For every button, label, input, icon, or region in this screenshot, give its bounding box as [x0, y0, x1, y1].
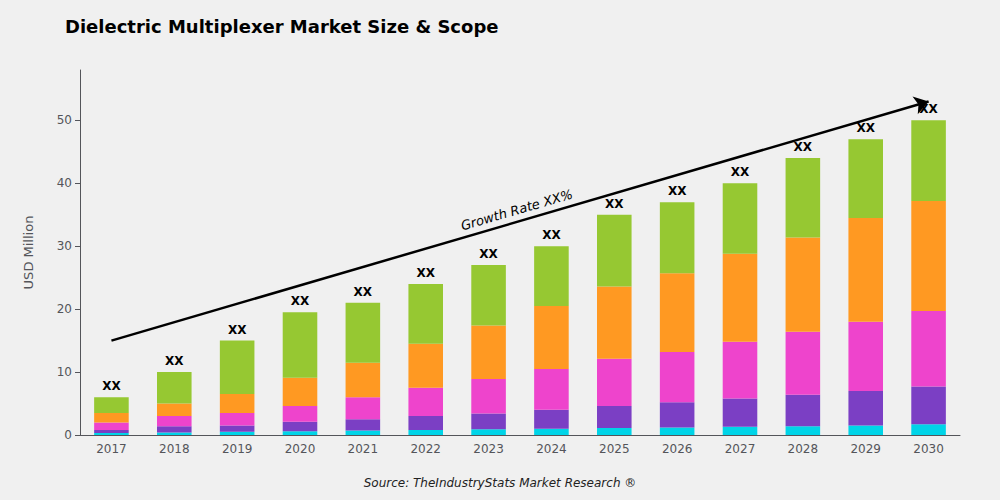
svg-text:XX: XX: [542, 228, 561, 242]
svg-text:0: 0: [64, 428, 72, 442]
svg-text:20: 20: [57, 302, 72, 316]
svg-text:XX: XX: [291, 294, 310, 308]
svg-text:2028: 2028: [788, 442, 819, 456]
svg-text:Dielectric Multiplexer Market: Dielectric Multiplexer Market Size & Sco…: [65, 16, 499, 37]
svg-text:2019: 2019: [222, 442, 253, 456]
svg-text:Source: TheIndustryStats Marke: Source: TheIndustryStats Market Research…: [364, 476, 637, 490]
svg-text:XX: XX: [731, 165, 750, 179]
svg-text:2024: 2024: [536, 442, 567, 456]
svg-text:XX: XX: [354, 285, 373, 299]
svg-text:50: 50: [57, 113, 72, 127]
svg-text:XX: XX: [228, 323, 247, 337]
svg-text:2029: 2029: [850, 442, 881, 456]
svg-text:30: 30: [57, 239, 72, 253]
svg-text:XX: XX: [102, 379, 121, 393]
svg-text:XX: XX: [479, 247, 498, 261]
svg-text:XX: XX: [416, 266, 435, 280]
svg-text:XX: XX: [668, 184, 687, 198]
svg-text:2023: 2023: [473, 442, 504, 456]
svg-text:10: 10: [57, 365, 72, 379]
svg-text:40: 40: [57, 176, 72, 190]
svg-text:Growth Rate XX%: Growth Rate XX%: [459, 187, 574, 234]
svg-text:2025: 2025: [599, 442, 630, 456]
svg-text:2018: 2018: [159, 442, 190, 456]
svg-text:2026: 2026: [662, 442, 693, 456]
svg-text:2020: 2020: [285, 442, 316, 456]
svg-text:XX: XX: [794, 140, 813, 154]
svg-text:XX: XX: [856, 121, 875, 135]
svg-text:USD Million: USD Million: [21, 216, 36, 290]
svg-text:2027: 2027: [725, 442, 756, 456]
svg-text:XX: XX: [605, 197, 624, 211]
svg-text:XX: XX: [919, 102, 938, 117]
svg-text:2022: 2022: [410, 442, 441, 456]
svg-text:2030: 2030: [913, 442, 944, 456]
svg-text:2021: 2021: [348, 442, 379, 456]
svg-text:2017: 2017: [96, 442, 127, 456]
svg-text:XX: XX: [165, 354, 184, 368]
